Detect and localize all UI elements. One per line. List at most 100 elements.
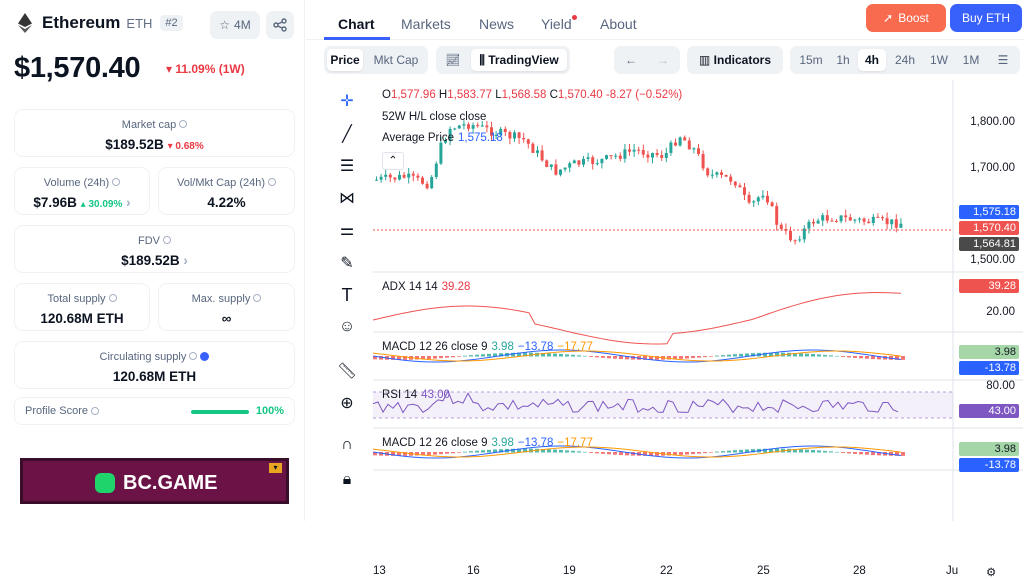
- text-tool-icon[interactable]: T: [341, 284, 353, 305]
- info-icon[interactable]: [179, 120, 188, 128]
- macd-bar: [571, 354, 575, 357]
- brush-icon[interactable]: ✎: [340, 255, 354, 272]
- tradingview-toggle[interactable]: ⫼ TradingView: [471, 49, 567, 71]
- tab-yield[interactable]: Yield: [541, 16, 572, 32]
- mktcap-toggle[interactable]: Mkt Cap: [373, 53, 419, 67]
- candle: [425, 183, 429, 189]
- candle: [876, 216, 880, 218]
- macd-bar: [493, 449, 497, 453]
- macd-bar: [709, 452, 713, 453]
- rank-badge: #2: [160, 15, 183, 31]
- macd-bar: [499, 449, 503, 453]
- interval-4h[interactable]: 4h: [858, 49, 886, 71]
- macd-bar: [817, 450, 821, 453]
- crosshair-icon[interactable]: ✛: [340, 93, 354, 110]
- bc-game-logo-icon: [95, 473, 115, 493]
- info-icon[interactable]: [189, 352, 198, 360]
- settings-sliders-icon[interactable]: ☰: [997, 53, 1009, 67]
- macd-bar: [703, 356, 707, 358]
- tab-about[interactable]: About: [600, 16, 637, 32]
- fib-icon[interactable]: ⚌: [339, 222, 355, 239]
- chart-settings-icon[interactable]: ⚙: [986, 567, 997, 579]
- tab-markets[interactable]: Markets: [401, 16, 451, 32]
- info-icon[interactable]: [90, 407, 99, 415]
- profile-score[interactable]: Profile Score 100%: [14, 397, 295, 425]
- candle: [692, 148, 696, 150]
- candle: [398, 174, 401, 180]
- candle: [733, 181, 737, 186]
- macd-bar: [379, 356, 383, 360]
- candle: [526, 139, 530, 144]
- interval-15m[interactable]: 15m: [799, 53, 823, 67]
- macd-bar: [673, 356, 677, 360]
- candle: [453, 128, 457, 130]
- emoji-icon[interactable]: ☺: [338, 318, 356, 335]
- info-icon[interactable]: [112, 178, 121, 186]
- macd-bar: [769, 448, 773, 453]
- macd-bar: [469, 451, 473, 453]
- interval-24h[interactable]: 24h: [894, 53, 916, 67]
- macd-bar: [877, 452, 881, 456]
- low-price-tag: 1,564.81: [959, 237, 1019, 251]
- volume-card[interactable]: Volume (24h) $7.96B ▴ 30.09% ›: [14, 167, 150, 215]
- ruler-icon[interactable]: 📏︎: [336, 363, 358, 380]
- ad-banner[interactable]: BC.GAME ▾: [20, 458, 289, 504]
- lock-draw-icon[interactable]: 🔒︎: [342, 471, 352, 488]
- tab-chart[interactable]: Chart: [338, 16, 375, 32]
- macd-bar: [613, 452, 617, 455]
- adx-tag: 39.28: [959, 279, 1019, 293]
- price-axis-label: 1,800.00: [970, 116, 1015, 128]
- macd-hist-tag: 3.98: [959, 345, 1019, 359]
- trendline-icon[interactable]: ╱: [342, 126, 352, 143]
- boost-button[interactable]: ➚ Boost: [866, 4, 946, 32]
- watchlist-button[interactable]: ☆ 4M: [210, 11, 260, 39]
- chevron-right-icon: ›: [183, 253, 188, 268]
- total-supply-card: Total supply 120.68M ETH: [14, 283, 150, 331]
- star-icon: ☆: [219, 18, 231, 32]
- macd-bar: [901, 452, 905, 456]
- macd-bar: [403, 452, 407, 456]
- interval-1w[interactable]: 1W: [930, 53, 948, 67]
- fdv-card[interactable]: FDV $189.52B ›: [14, 225, 295, 273]
- indicators-button[interactable]: ▥ Indicators: [687, 46, 783, 74]
- undo-icon[interactable]: ←: [625, 53, 637, 67]
- buy-button[interactable]: Buy ETH: [950, 4, 1022, 32]
- macd-bar: [793, 353, 797, 357]
- collapse-legend-icon[interactable]: ⌃: [382, 152, 404, 170]
- tab-news[interactable]: News: [479, 16, 515, 32]
- macd-bar: [745, 353, 749, 357]
- macd-bar: [565, 354, 569, 357]
- info-icon[interactable]: [163, 236, 171, 244]
- ad-close-icon[interactable]: ▾: [269, 463, 282, 473]
- zoom-in-icon[interactable]: ⊕: [340, 395, 354, 412]
- info-icon[interactable]: [108, 294, 117, 302]
- macd-bar: [487, 353, 491, 357]
- info-icon[interactable]: [253, 294, 262, 302]
- macd-bar: [673, 452, 677, 456]
- magnet-icon[interactable]: ∩: [341, 436, 353, 453]
- macd-bar: [649, 356, 653, 360]
- macd-bar: [463, 451, 467, 453]
- candle: [839, 215, 843, 222]
- interval-1h[interactable]: 1h: [836, 53, 850, 67]
- candle: [641, 149, 645, 155]
- macd-bar: [607, 452, 611, 455]
- price-toggle[interactable]: Price: [327, 49, 363, 71]
- rsi-legend: RSI 14 43.00: [382, 389, 450, 401]
- line-chart-icon[interactable]: 📈︎: [445, 53, 461, 67]
- share-button[interactable]: [266, 11, 294, 39]
- price-chart[interactable]: O1,577.96 H1,583.77 L1,568.58 C1,570.40 …: [372, 80, 1023, 579]
- macd-bar: [703, 452, 707, 454]
- horizontal-lines-icon[interactable]: ☰: [339, 158, 355, 175]
- price-axis-label: 1,700.00: [970, 162, 1015, 174]
- macd-bar: [691, 356, 695, 359]
- share-icon: [273, 18, 287, 32]
- macd-bar: [427, 452, 431, 455]
- info-icon[interactable]: [268, 178, 277, 186]
- macd-bar: [553, 449, 557, 453]
- macd-bar: [481, 354, 485, 357]
- macd-bar: [589, 356, 593, 357]
- interval-1m[interactable]: 1M: [962, 53, 980, 67]
- pattern-icon[interactable]: ⋈: [339, 190, 355, 207]
- redo-icon[interactable]: →: [657, 53, 669, 67]
